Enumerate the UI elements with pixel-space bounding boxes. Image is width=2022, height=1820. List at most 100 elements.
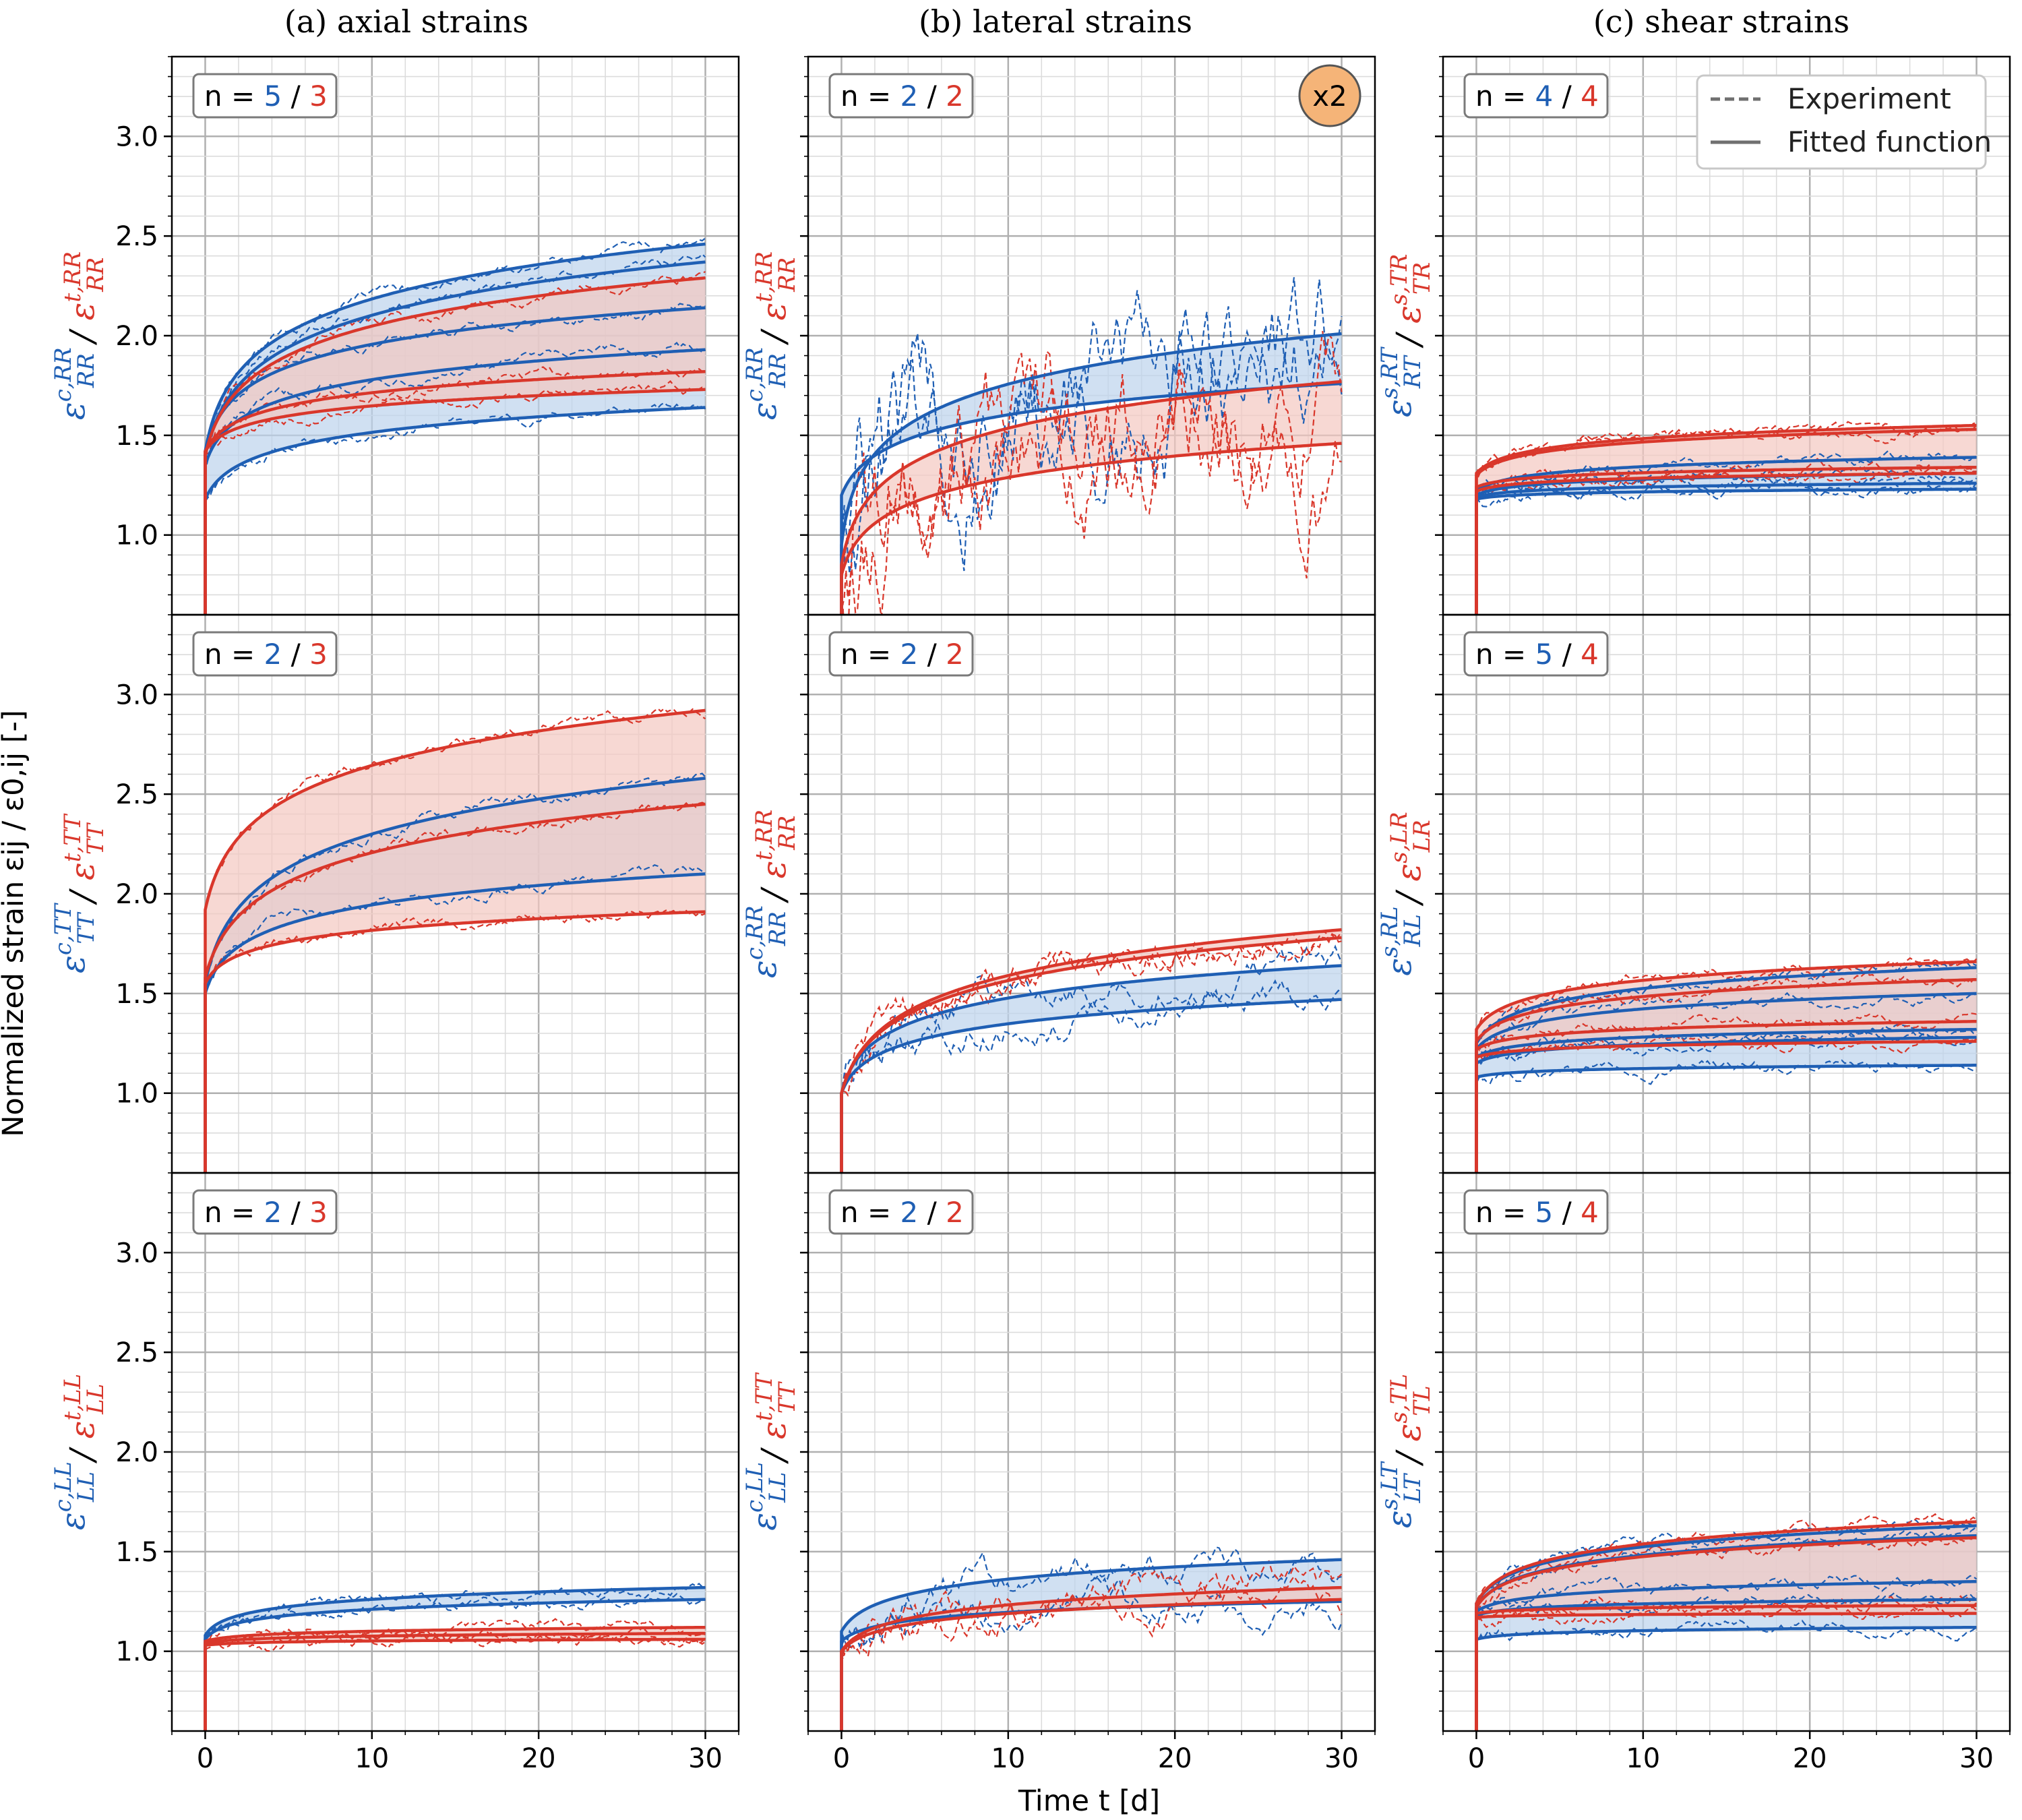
text-layer: (a) axial strains (b) lateral strains (c… (0, 3, 1994, 1818)
column-title-a: (a) axial strains (284, 3, 528, 40)
experiment-compression-line (1475, 1059, 1977, 1173)
fitted-tension-line (1475, 977, 1977, 1173)
fitted-compression-line (840, 1558, 1342, 1731)
experiment-tension-line (204, 1632, 706, 1731)
sample-count: n = 5 / 3 (204, 80, 328, 113)
panel-y-label-text: εs,RTRT / εs,TRTR (1376, 254, 1436, 417)
experiment-compression-line (1475, 992, 1977, 1173)
panel-y-label: εc,RRRR / εt,RRRR (50, 251, 109, 420)
column-title-b: (b) lateral strains (919, 3, 1192, 40)
legend: Experiment Fitted function (1696, 74, 1992, 170)
sample-count: n = 5 / 4 (1475, 638, 1599, 671)
y-axis-label: Normalized strain εij / ε0,ij [-] (0, 710, 30, 1137)
sample-count-box (828, 73, 974, 119)
panel-y-label-text: εs,RLRL / εs,LRLR (1376, 812, 1436, 975)
frame-layer (164, 55, 2011, 1739)
fitted-compression-line (1475, 456, 1977, 615)
fitted-compression-line (1475, 1598, 1977, 1731)
sample-count: n = 2 / 3 (204, 1196, 328, 1229)
x-tick-label: 30 (1959, 1743, 1994, 1774)
panel-y-label-text: εc,RRRR / εt,RRRR (741, 251, 801, 420)
fitted-tension-line (840, 928, 1342, 1173)
panel-y-label-text: εc,RRRR / εt,RRRR (50, 251, 109, 420)
experiment-tension-line (1475, 421, 1977, 615)
fitted-compression-line (1475, 966, 1977, 1173)
fitted-tension-line (840, 936, 1342, 1173)
sample-count-box (828, 631, 974, 677)
y-tick-label: 3.0 (115, 679, 158, 710)
experiment-tension-line (204, 366, 706, 615)
experiment-compression-line (1475, 473, 1978, 615)
fitted-compression-line (840, 998, 1342, 1173)
fitted-tension-line (204, 1625, 706, 1731)
fitted-tension-line (840, 442, 1342, 615)
x-tick-label: 20 (1158, 1743, 1192, 1774)
fitted-tension-line (1475, 1020, 1977, 1173)
y-tick-label: 1.5 (115, 979, 158, 1010)
fitted-compression-line (1475, 1579, 1977, 1731)
fitted-layer (204, 242, 1977, 1731)
panel-y-label-text: εc,LLLL / εt,LLLL (50, 1374, 109, 1530)
fitted-compression-line (204, 406, 706, 615)
panel-y-label-text: εc,RRRR / εt,RRRR (741, 810, 801, 978)
experiment-tension-line (204, 271, 706, 615)
experiment-tension-line (204, 909, 706, 1173)
panel-y-label: εc,LLLL / εt,LLLL (50, 1374, 109, 1530)
sample-count: n = 2 / 3 (204, 638, 328, 671)
experiment-compression-line (204, 1582, 706, 1731)
fitted-compression-line (204, 777, 706, 1173)
panel-y-label: εc,RRRR / εt,RRRR (741, 810, 801, 978)
panel-y-label: εs,RTRT / εs,TRTR (1376, 254, 1436, 417)
sample-count-box (1463, 631, 1609, 677)
fitted-compression-line (840, 964, 1342, 1173)
sample-count: n = 2 / 2 (840, 80, 964, 113)
y-tick-label: 1.5 (115, 1537, 158, 1568)
fitted-compression-line (1475, 1064, 1977, 1173)
band-compression (841, 334, 1342, 545)
panel-y-label-text: εc,LLLL / εt,TTTT (741, 1372, 801, 1531)
fitted-tension-line (204, 708, 706, 1173)
fitted-tension-line (204, 802, 706, 1173)
band-tension (841, 382, 1342, 575)
x-tick-label: 0 (1468, 1743, 1485, 1774)
experiment-tension-line (840, 1575, 1343, 1731)
fitted-tension-line (840, 380, 1342, 615)
fitted-compression-line (204, 872, 706, 1173)
fitted-compression-line (1475, 992, 1977, 1173)
y-tick-label: 1.5 (115, 421, 158, 452)
fitted-tension-line (1475, 423, 1977, 615)
y-tick-label: 2.5 (115, 1337, 158, 1368)
y-tick-label: 2.0 (115, 1437, 158, 1468)
x-tick-label: 30 (1324, 1743, 1359, 1774)
fitted-tension-line (204, 1631, 706, 1731)
fitted-tension-line (204, 276, 706, 615)
fitted-tension-line (1475, 1604, 1977, 1731)
experiment-compression-line (840, 1575, 1343, 1731)
fitted-compression-line (1475, 481, 1977, 615)
fitted-compression-line (204, 348, 706, 615)
x-axis-label: Time t [d] (1018, 1784, 1160, 1818)
column-title-c: (c) shear strains (1593, 3, 1849, 40)
experiment-compression-line (840, 308, 1343, 615)
y-tick-label: 1.0 (115, 1637, 158, 1668)
x-tick-label: 0 (833, 1743, 850, 1774)
panel-y-label-text: εs,LTLT / εs,TLTL (1376, 1375, 1436, 1528)
experiment-tension-line (840, 1560, 1343, 1731)
legend-experiment: Experiment (1787, 82, 1951, 115)
y-tick-label: 1.0 (115, 1079, 158, 1110)
x-tick-label: 20 (522, 1743, 556, 1774)
sample-count: n = 5 / 4 (1475, 1196, 1599, 1229)
fitted-tension-line (204, 910, 706, 1173)
y-tick-label: 3.0 (115, 1238, 158, 1269)
x-tick-label: 30 (688, 1743, 723, 1774)
sample-count-box (1463, 73, 1609, 119)
y-tick-label: 2.5 (115, 779, 158, 810)
sample-count-box (192, 1189, 338, 1235)
fitted-compression-line (204, 1598, 706, 1731)
panel-y-label: εc,LLLL / εt,TTTT (741, 1372, 801, 1531)
y-tick-label: 1.0 (115, 520, 158, 551)
experiment-compression-line (204, 772, 706, 1173)
fitted-tension-line (1475, 471, 1977, 615)
fitted-tension-line (840, 1585, 1342, 1731)
